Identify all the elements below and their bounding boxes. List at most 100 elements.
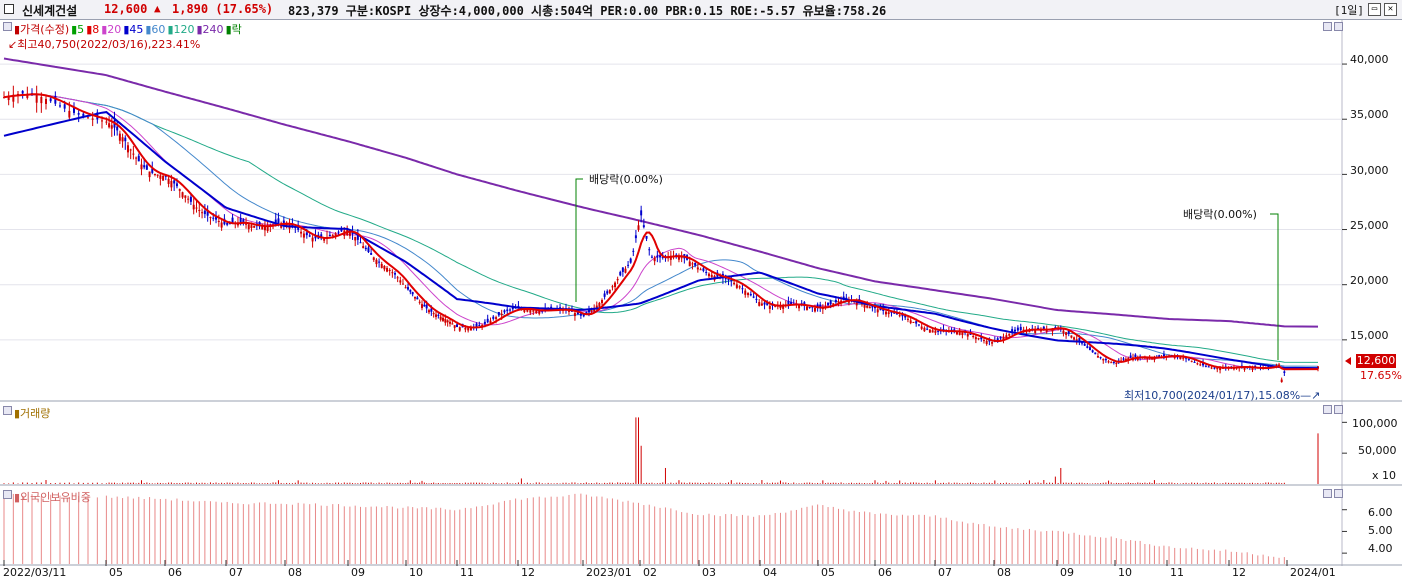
- chart-canvas[interactable]: [0, 20, 1402, 566]
- candle-body: [1153, 357, 1156, 360]
- candle-body: [354, 236, 357, 241]
- candle-body: [868, 306, 871, 309]
- candle-body: [763, 302, 766, 305]
- candle-body: [12, 94, 15, 102]
- legend-ma8[interactable]: ▮8: [86, 23, 100, 36]
- candle-body: [228, 223, 231, 225]
- pane-maximize-button[interactable]: [1334, 22, 1343, 31]
- candle-body: [1078, 338, 1081, 342]
- legend-ma120[interactable]: ▮120: [167, 23, 195, 36]
- candle-body: [707, 273, 710, 277]
- candle-body: [735, 284, 738, 288]
- candle-body: [245, 223, 248, 225]
- candle-body: [247, 224, 250, 230]
- candle-body: [184, 195, 187, 198]
- legend-ma20[interactable]: ▮20: [101, 23, 122, 36]
- high-price-note: ↙최고40,750(2022/03/16),223.41%: [8, 36, 200, 52]
- candle-body: [1219, 367, 1222, 371]
- candle-body: [834, 300, 837, 303]
- candle-body: [1216, 367, 1219, 370]
- foreign-pane-menu-button[interactable]: [3, 490, 12, 499]
- candle-body: [137, 155, 140, 162]
- candle-body: [659, 255, 662, 258]
- foreign-pane-minimize-button[interactable]: [1323, 489, 1332, 498]
- candle-body: [779, 305, 782, 309]
- candle-body: [101, 120, 103, 122]
- price-legend: ▮가격(수정) ▮5 ▮8 ▮20 ▮45 ▮60 ▮120 ▮240 ▮락: [14, 21, 244, 37]
- close-window-button[interactable]: ✕: [1384, 3, 1397, 16]
- x-tick-label: 05: [821, 566, 835, 579]
- candle-body: [906, 318, 909, 320]
- candle-body: [705, 271, 708, 273]
- candle-body: [458, 327, 461, 331]
- dividend-label-1: 배당락(0.00%): [589, 173, 663, 186]
- candle-body: [1129, 355, 1132, 358]
- candle-body: [444, 319, 447, 323]
- volume-pane-maximize-button[interactable]: [1334, 405, 1343, 414]
- legend-price[interactable]: ▮가격(수정): [14, 23, 70, 36]
- candle-body: [250, 225, 253, 228]
- candle-body: [866, 305, 869, 308]
- candle-body: [105, 121, 108, 123]
- candle-body: [755, 298, 758, 300]
- volume-pane-title[interactable]: ▮거래량: [14, 407, 51, 420]
- candle-body: [364, 247, 367, 250]
- volume-y-tick: 50,000: [1358, 444, 1397, 457]
- candle-body: [1075, 339, 1078, 341]
- candle-body: [206, 210, 209, 216]
- volume-pane-minimize-button[interactable]: [1323, 405, 1332, 414]
- candle-body: [966, 333, 969, 337]
- legend-ma45[interactable]: ▮45: [123, 23, 144, 36]
- candle-body: [511, 307, 514, 310]
- stock-fundamentals: 823,379 구분:KOSPI 상장수:4,000,000 시총:504억 P…: [288, 4, 887, 18]
- candle-body: [749, 294, 752, 296]
- candle-body: [340, 229, 343, 232]
- restore-window-button[interactable]: ▭: [1368, 3, 1381, 16]
- candle-body: [766, 302, 769, 306]
- candle-body: [239, 218, 242, 223]
- dividend-markers: [575, 178, 1279, 360]
- candle-body: [999, 336, 1002, 339]
- candle-body: [437, 314, 440, 316]
- candle-body: [538, 310, 541, 314]
- legend-dividend[interactable]: ▮락: [225, 23, 242, 36]
- candle-body: [432, 313, 435, 315]
- stock-name[interactable]: 신세계건설: [22, 4, 78, 18]
- candle-body: [242, 219, 245, 224]
- candle-body: [170, 181, 173, 188]
- candle-body: [388, 269, 391, 271]
- volume-pane-menu-button[interactable]: [3, 406, 12, 415]
- candle-body: [1104, 359, 1107, 361]
- stock-select-box-icon[interactable]: [4, 4, 14, 14]
- pane-minimize-button[interactable]: [1323, 22, 1332, 31]
- candle-body: [1182, 357, 1185, 359]
- legend-ma5[interactable]: ▮5: [71, 23, 85, 36]
- candle-body: [156, 174, 159, 176]
- candle-body: [483, 321, 486, 324]
- legend-ma240[interactable]: ▮240: [196, 23, 224, 36]
- legend-ma60[interactable]: ▮60: [145, 23, 166, 36]
- price-pane-menu-button[interactable]: [3, 22, 12, 31]
- candle-body: [741, 288, 744, 290]
- candle-body: [1251, 367, 1254, 370]
- ma8-path: [3, 93, 1319, 371]
- candle-body: [758, 302, 761, 306]
- candle-body: [840, 300, 843, 303]
- price-grid: [0, 63, 1347, 341]
- candle-body: [928, 329, 931, 333]
- period-selector[interactable]: [1일]: [1334, 4, 1364, 17]
- candle-body: [699, 269, 702, 271]
- current-percent-tag: 17.65%: [1360, 369, 1402, 382]
- candle-body: [464, 327, 467, 330]
- volume-y-tick: 100,000: [1352, 417, 1398, 430]
- foreign-pane-title[interactable]: ▮외국인보유비중: [14, 491, 91, 504]
- foreign-pane-maximize-button[interactable]: [1334, 489, 1343, 498]
- candle-body: [680, 257, 683, 259]
- low-price-text: 최저10,700(2024/01/17),15.08%: [1124, 389, 1301, 402]
- candle-body: [132, 153, 135, 155]
- x-tick-label: 04: [763, 566, 777, 579]
- y-tick-label: 40,000: [1350, 53, 1389, 66]
- candle-body: [91, 118, 94, 120]
- candle-body: [637, 225, 640, 230]
